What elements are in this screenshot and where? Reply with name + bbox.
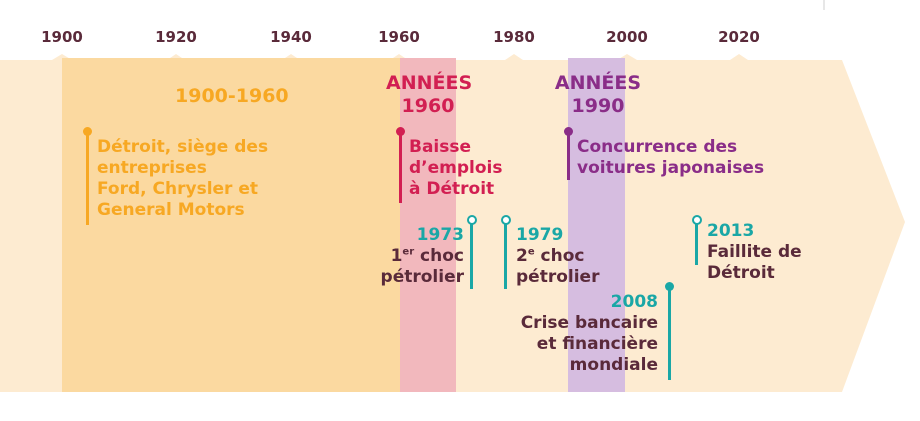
period-1960s-text-line3: à Détroit: [409, 179, 495, 199]
event-1979-year: 1979: [516, 225, 564, 245]
year-label-2020: 2020: [718, 28, 760, 46]
event-1979-line1-rest: choc: [534, 246, 585, 266]
year-label-1960: 1960: [378, 28, 420, 46]
event-2013-year: 2013: [707, 221, 755, 241]
event-2008-marker: [665, 282, 674, 291]
event-1973-line1-num: 1: [390, 246, 403, 266]
period-1990s-band: [568, 58, 625, 392]
period-1990s-title: ANNÉES 1990: [553, 72, 643, 118]
event-1979-line1: 2e choc: [516, 246, 599, 267]
event-1979-line1-sup: e: [527, 246, 535, 258]
year-label-2000: 2000: [606, 28, 648, 46]
year-label-1920: 1920: [155, 28, 197, 46]
period-1990s-text-line1: Concurrence des: [577, 137, 738, 157]
event-2013-line2: Détroit: [707, 263, 775, 283]
period-1900-1960-text-line2: entreprises: [97, 158, 207, 178]
period-1960s-title-line2: 1960: [401, 95, 455, 117]
event-1973-year: 1973: [416, 225, 464, 245]
event-1973-line1-sup: er: [402, 246, 415, 258]
period-1960s-marker: [396, 127, 405, 136]
event-2008-line2: et financière: [536, 334, 658, 354]
period-1990s-text: Concurrence des voitures japonaises: [577, 137, 764, 179]
period-1960s-title-line1: ANNÉES: [386, 72, 473, 94]
period-1900-1960-text-line3: Ford, Chrysler et: [97, 179, 259, 199]
period-1900-1960-stem: [86, 133, 89, 225]
period-1900-1960-text: Détroit, siège des entreprises Ford, Chr…: [97, 137, 268, 221]
event-2008-line3: mondiale: [569, 355, 658, 375]
year-label-1980: 1980: [493, 28, 535, 46]
period-1960s-band: [400, 58, 456, 392]
year-label-1900: 1900: [41, 28, 83, 46]
period-1960s-text-line2: d’emplois: [409, 158, 503, 178]
year-label-1940: 1940: [270, 28, 312, 46]
event-2013-stem: [695, 223, 698, 265]
event-1979-stem: [504, 223, 507, 289]
event-1979-text: 1979 2e choc pétrolier: [516, 225, 599, 288]
event-1973-text: 1973 1er choc pétrolier: [364, 225, 464, 288]
period-1960s-stem: [399, 133, 402, 203]
event-2008-year: 2008: [610, 292, 658, 312]
period-1960s-text: Baisse d’emplois à Détroit: [409, 137, 503, 200]
period-1990s-text-line2: voitures japonaises: [577, 158, 765, 178]
period-1900-1960-text-line4: General Motors: [97, 200, 245, 220]
period-1900-1960-title: 1900-1960: [175, 85, 289, 107]
period-1990s-title-line1: ANNÉES: [554, 72, 642, 94]
period-1960s-text-line1: Baisse: [409, 137, 472, 157]
event-1973-stem: [470, 223, 473, 289]
event-2013-text: 2013 Faillite de Détroit: [707, 221, 802, 284]
period-1990s-marker: [564, 127, 573, 136]
period-1900-1960-text-line1: Détroit, siège des: [97, 137, 269, 157]
period-1990s-stem: [567, 133, 570, 180]
event-2008-stem: [668, 288, 671, 380]
period-1900-1960-marker: [83, 127, 92, 136]
period-1900-1960-band: [62, 58, 400, 392]
period-1960s-title: ANNÉES 1960: [386, 72, 473, 118]
period-1990s-title-line2: 1990: [571, 95, 625, 117]
event-1973-line1-rest: choc: [414, 246, 464, 266]
event-2008-text: 2008 Crise bancaire et financière mondia…: [500, 292, 658, 376]
event-1979-line1-num: 2: [516, 246, 528, 266]
event-1973-line1: 1er choc: [364, 246, 464, 267]
event-1979-line2: pétrolier: [516, 267, 600, 287]
event-2013-line1: Faillite de: [707, 242, 802, 262]
event-1973-line2: pétrolier: [380, 267, 464, 287]
event-2008-line1: Crise bancaire: [520, 313, 658, 333]
